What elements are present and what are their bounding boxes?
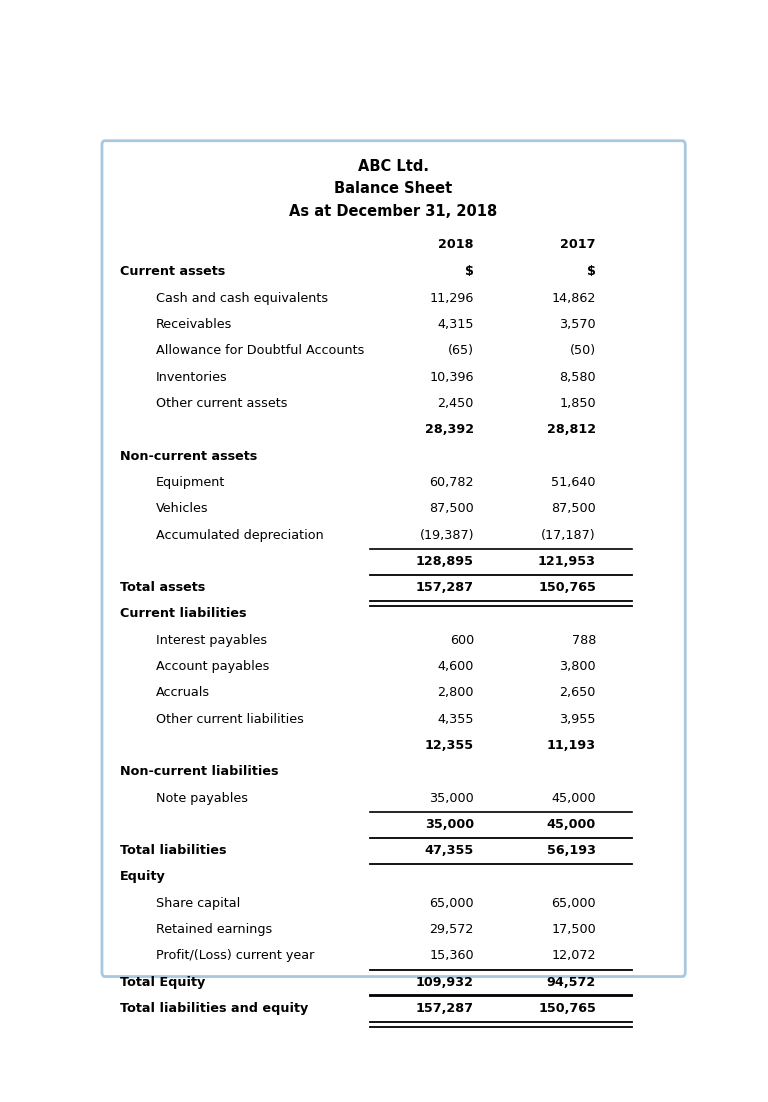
Text: 3,800: 3,800	[559, 660, 596, 673]
Text: 60,782: 60,782	[429, 476, 474, 489]
Text: 47,355: 47,355	[425, 844, 474, 857]
Text: Non-current liabilities: Non-current liabilities	[120, 765, 278, 778]
Text: Current liabilities: Current liabilities	[120, 607, 247, 620]
Text: Cash and cash equivalents: Cash and cash equivalents	[155, 292, 328, 305]
Text: 87,500: 87,500	[429, 503, 474, 516]
Text: Account payables: Account payables	[155, 660, 269, 673]
Text: 35,000: 35,000	[429, 791, 474, 804]
Text: 28,812: 28,812	[547, 423, 596, 436]
Text: Equipment: Equipment	[155, 476, 225, 489]
Text: 157,287: 157,287	[416, 581, 474, 594]
Text: 4,600: 4,600	[438, 660, 474, 673]
Text: 17,500: 17,500	[551, 923, 596, 936]
Text: Receivables: Receivables	[155, 318, 232, 331]
Text: Retained earnings: Retained earnings	[155, 923, 272, 936]
Text: 65,000: 65,000	[551, 897, 596, 910]
FancyBboxPatch shape	[102, 141, 685, 976]
Text: Share capital: Share capital	[155, 897, 240, 910]
Text: 12,355: 12,355	[425, 739, 474, 752]
Text: 11,193: 11,193	[547, 739, 596, 752]
Text: 150,765: 150,765	[538, 581, 596, 594]
Text: 788: 788	[571, 634, 596, 647]
Text: (65): (65)	[448, 344, 474, 357]
Text: Allowance for Doubtful Accounts: Allowance for Doubtful Accounts	[155, 344, 364, 357]
Text: Non-current assets: Non-current assets	[120, 450, 257, 463]
Text: 45,000: 45,000	[551, 791, 596, 804]
Text: 150,765: 150,765	[538, 1002, 596, 1015]
Text: 65,000: 65,000	[429, 897, 474, 910]
Text: Note payables: Note payables	[155, 791, 247, 804]
Text: Other current assets: Other current assets	[155, 397, 287, 410]
Text: $: $	[465, 266, 474, 279]
Text: Accumulated depreciation: Accumulated depreciation	[155, 529, 323, 541]
Text: 35,000: 35,000	[425, 818, 474, 831]
Text: 10,396: 10,396	[429, 370, 474, 383]
Text: ABC Ltd.: ABC Ltd.	[358, 160, 429, 174]
Text: 29,572: 29,572	[429, 923, 474, 936]
Text: 121,953: 121,953	[538, 554, 596, 568]
Text: Total liabilities: Total liabilities	[120, 844, 227, 857]
Text: Interest payables: Interest payables	[155, 634, 266, 647]
Text: Other current liabilities: Other current liabilities	[155, 713, 303, 725]
Text: (17,187): (17,187)	[541, 529, 596, 541]
Text: Profit/(Loss) current year: Profit/(Loss) current year	[155, 950, 314, 962]
Text: (50): (50)	[570, 344, 596, 357]
Text: 94,572: 94,572	[547, 975, 596, 988]
Text: 4,315: 4,315	[438, 318, 474, 331]
Text: (19,387): (19,387)	[419, 529, 474, 541]
Text: 2,450: 2,450	[438, 397, 474, 410]
Text: 600: 600	[450, 634, 474, 647]
Text: Accruals: Accruals	[155, 687, 210, 700]
Text: Balance Sheet: Balance Sheet	[335, 182, 452, 196]
Text: 8,580: 8,580	[559, 370, 596, 383]
Text: 45,000: 45,000	[547, 818, 596, 831]
Text: 11,296: 11,296	[429, 292, 474, 305]
Text: 87,500: 87,500	[551, 503, 596, 516]
Text: 157,287: 157,287	[416, 1002, 474, 1015]
Text: 51,640: 51,640	[551, 476, 596, 489]
Text: 3,570: 3,570	[559, 318, 596, 331]
Text: Current assets: Current assets	[120, 266, 225, 279]
Text: 2,650: 2,650	[560, 687, 596, 700]
Text: 14,862: 14,862	[551, 292, 596, 305]
Text: 128,895: 128,895	[416, 554, 474, 568]
Text: Equity: Equity	[120, 871, 166, 884]
Text: Total Equity: Total Equity	[120, 975, 205, 988]
Text: 2017: 2017	[561, 238, 596, 251]
Text: 12,072: 12,072	[551, 950, 596, 962]
Text: 2,800: 2,800	[438, 687, 474, 700]
Text: As at December 31, 2018: As at December 31, 2018	[290, 204, 498, 218]
Text: 15,360: 15,360	[429, 950, 474, 962]
Text: 56,193: 56,193	[547, 844, 596, 857]
Text: Vehicles: Vehicles	[155, 503, 208, 516]
Text: $: $	[587, 266, 596, 279]
Text: 2018: 2018	[439, 238, 474, 251]
Text: 28,392: 28,392	[425, 423, 474, 436]
Text: 109,932: 109,932	[416, 975, 474, 988]
Text: Inventories: Inventories	[155, 370, 227, 383]
Text: 1,850: 1,850	[559, 397, 596, 410]
Text: Total assets: Total assets	[120, 581, 205, 594]
Text: Total liabilities and equity: Total liabilities and equity	[120, 1002, 308, 1015]
Text: 4,355: 4,355	[438, 713, 474, 725]
Text: 3,955: 3,955	[559, 713, 596, 725]
